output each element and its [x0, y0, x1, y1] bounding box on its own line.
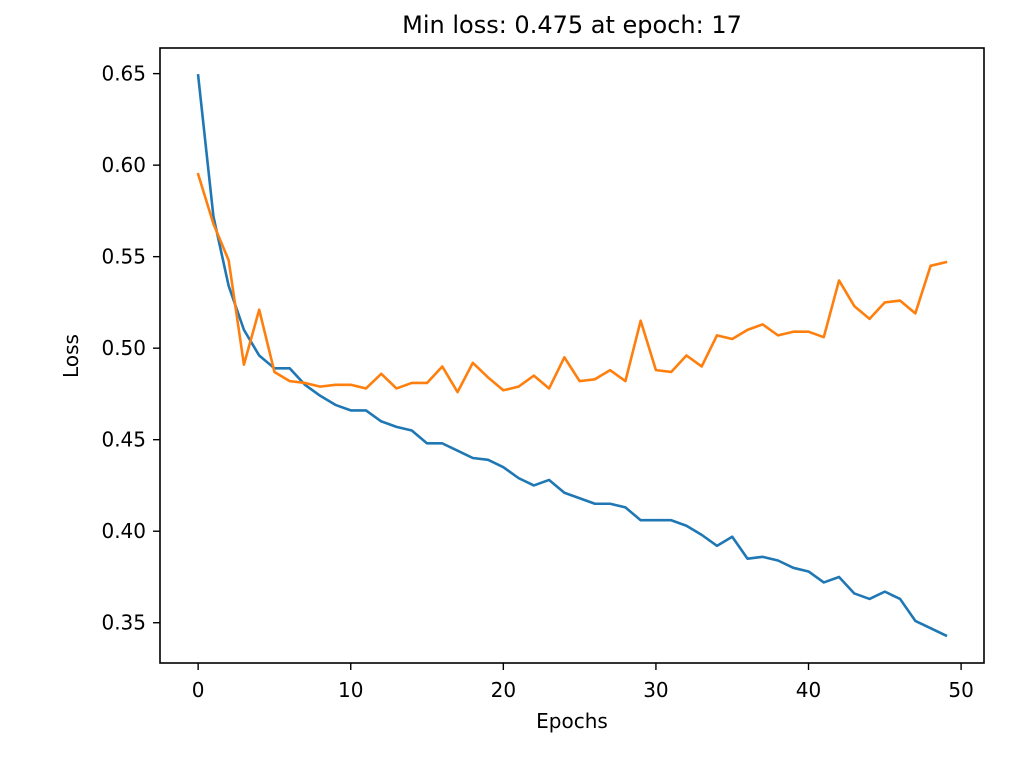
y-tick-label: 0.55	[101, 245, 146, 269]
y-tick-label: 0.65	[101, 62, 146, 86]
plot-area	[196, 74, 948, 638]
x-tick-label: 20	[491, 678, 516, 702]
plot-frame	[159, 47, 985, 664]
series-line-1	[196, 74, 948, 638]
x-tick-label: 30	[643, 678, 668, 702]
x-axis: 0 10 20 30 40 50	[192, 663, 974, 702]
y-tick-label: 0.40	[101, 519, 146, 543]
x-tick-label: 50	[948, 678, 973, 702]
y-axis: 0.35 0.40 0.45 0.50 0.55 0.60 0.65	[101, 62, 160, 635]
y-tick-label: 0.60	[101, 153, 146, 177]
x-tick-label: 40	[796, 678, 821, 702]
y-tick-label: 0.45	[101, 428, 146, 452]
series-line-2	[196, 172, 948, 394]
y-axis-label: Loss	[59, 334, 83, 378]
chart-title: Min loss: 0.475 at epoch: 17	[402, 11, 742, 39]
x-axis-label: Epochs	[536, 709, 608, 733]
x-tick-label: 10	[338, 678, 363, 702]
y-tick-label: 0.50	[101, 336, 146, 360]
y-tick-label: 0.35	[101, 611, 146, 635]
x-tick-label: 0	[192, 678, 205, 702]
